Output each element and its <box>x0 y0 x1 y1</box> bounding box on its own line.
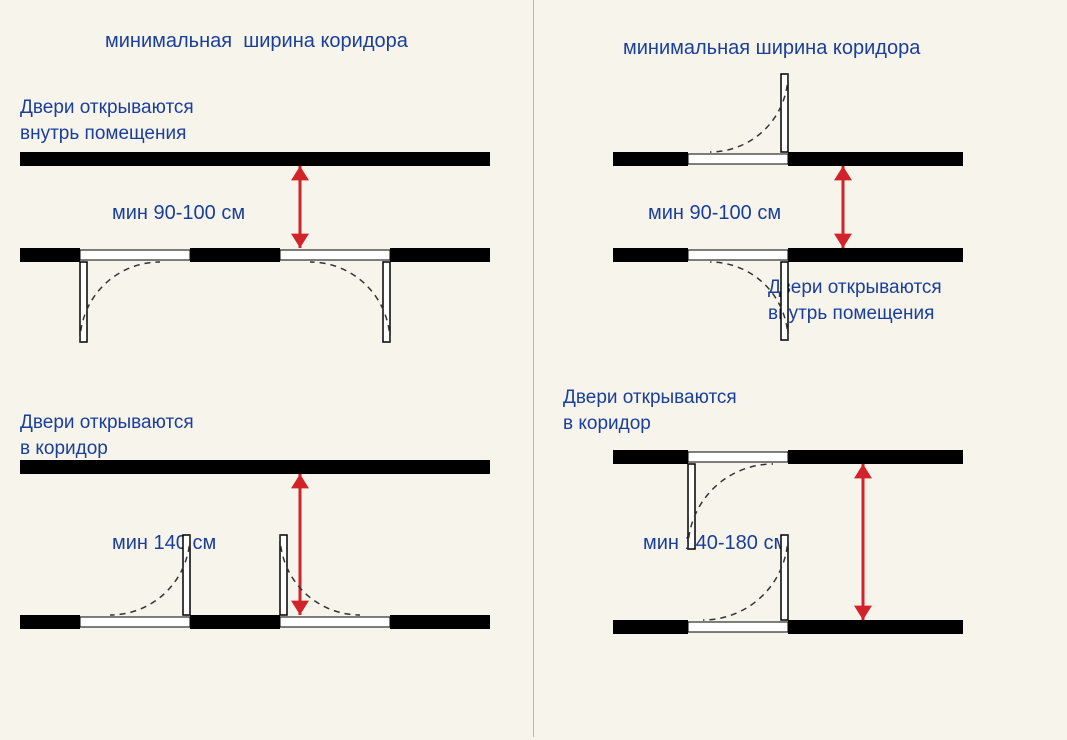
right-case1-diagram <box>533 32 1067 368</box>
left-case2-diagram <box>0 340 533 735</box>
left-column: минимальная ширина коридора Двери открыв… <box>0 0 533 737</box>
left-case1-diagram <box>0 32 533 368</box>
right-case2-diagram <box>533 330 1067 740</box>
right-column: минимальная ширина коридора Двери открыв… <box>533 0 1067 737</box>
